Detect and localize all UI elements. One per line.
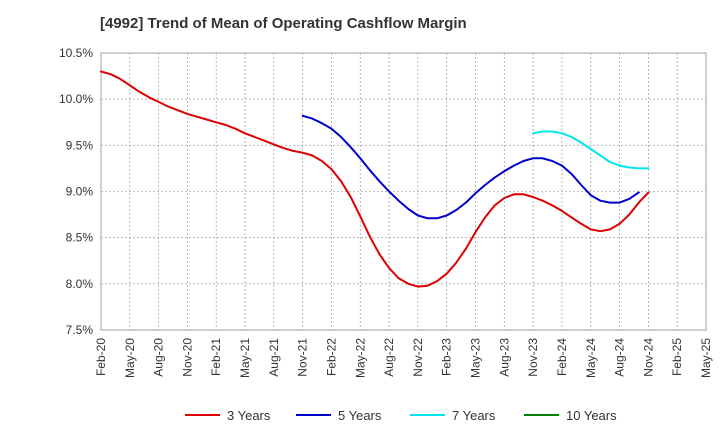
- x-tick-label: May-21: [238, 338, 252, 378]
- x-tick-label: Nov-24: [641, 338, 655, 377]
- series-line-5-years: [301, 114, 640, 220]
- plot-area: [100, 52, 707, 331]
- chart-title: [4992] Trend of Mean of Operating Cashfl…: [100, 15, 467, 32]
- x-tick-label: Aug-20: [152, 338, 166, 377]
- x-tick-label: Nov-23: [526, 338, 540, 377]
- series-line-3-years: [100, 70, 650, 288]
- y-tick-label: 8.5%: [66, 231, 94, 245]
- x-tick-label: May-25: [699, 338, 713, 378]
- x-tick-label: Feb-21: [209, 338, 223, 376]
- legend-label: 10 Years: [566, 408, 617, 423]
- x-tick-label: May-20: [123, 338, 137, 378]
- x-tick-label: Feb-25: [670, 338, 684, 376]
- y-tick-label: 9.5%: [66, 138, 94, 152]
- legend-label: 3 Years: [227, 408, 271, 423]
- y-tick-label: 10.5%: [59, 46, 93, 60]
- y-tick-label: 10.0%: [59, 92, 93, 106]
- x-tick-label: Aug-24: [613, 338, 627, 377]
- y-tick-label: 9.0%: [66, 185, 94, 199]
- x-tick-label: Aug-22: [382, 338, 396, 377]
- y-tick-label: 7.5%: [66, 323, 94, 337]
- legend-label: 5 Years: [338, 408, 382, 423]
- x-tick-label: Aug-23: [497, 338, 511, 377]
- x-tick-label: Feb-23: [440, 338, 454, 376]
- legend-label: 7 Years: [452, 408, 496, 423]
- y-tick-label: 8.0%: [66, 277, 94, 291]
- x-tick-label: Feb-20: [94, 338, 108, 376]
- x-tick-label: May-22: [353, 338, 367, 378]
- x-tick-label: May-24: [584, 338, 598, 378]
- x-tick-label: Feb-24: [555, 338, 569, 376]
- x-tick-label: May-23: [469, 338, 483, 378]
- x-tick-label: Nov-20: [180, 338, 194, 377]
- x-tick-label: Aug-21: [267, 338, 281, 377]
- x-tick-label: Feb-22: [324, 338, 338, 376]
- x-tick-label: Nov-21: [296, 338, 310, 377]
- series-line-7-years: [532, 130, 650, 170]
- x-tick-label: Nov-22: [411, 338, 425, 377]
